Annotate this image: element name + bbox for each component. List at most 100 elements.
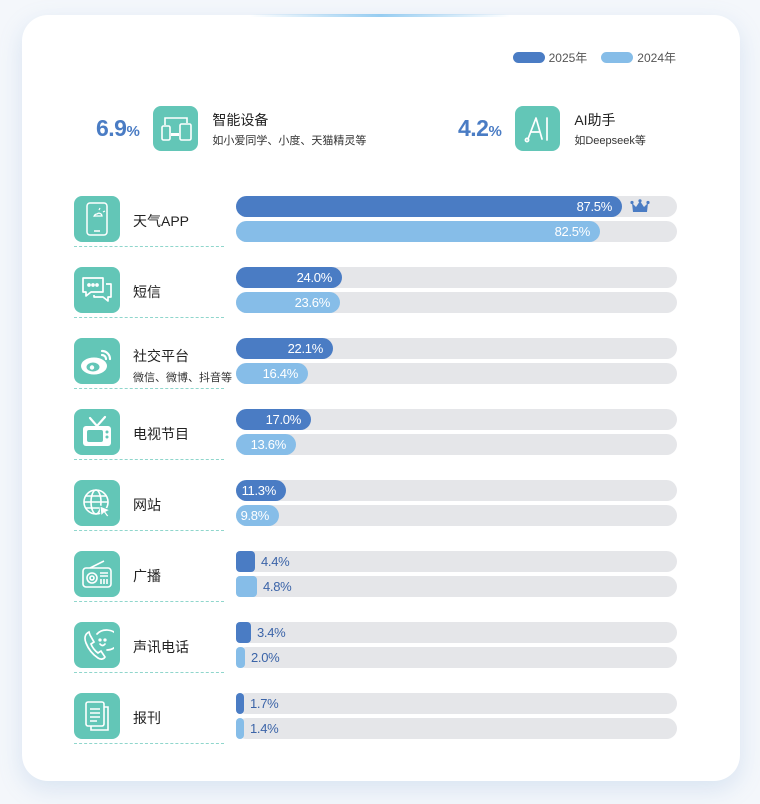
bar-value-label: 82.5% bbox=[554, 224, 591, 239]
bar-track-2025: 11.3% bbox=[236, 480, 677, 501]
bar-track-2025: 87.5% bbox=[236, 196, 677, 217]
dashed-divider bbox=[74, 317, 224, 318]
bar-value-label: 9.8% bbox=[240, 508, 270, 523]
bar-track-2024: 1.4% bbox=[236, 718, 677, 739]
bar-2024 bbox=[236, 576, 257, 597]
message-icon bbox=[74, 267, 120, 313]
legend-item-2025: 2025年 bbox=[512, 49, 588, 66]
bar-value-label: 2.0% bbox=[251, 650, 280, 665]
chart-row: 电视节目 17.0% 13.6% bbox=[0, 409, 760, 469]
legend-swatch-2025 bbox=[512, 52, 545, 63]
legend: 2025年 2024年 bbox=[512, 49, 676, 66]
bar-value-label: 17.0% bbox=[265, 412, 302, 427]
ai-icon bbox=[515, 106, 561, 151]
category-name: 网站 bbox=[133, 497, 161, 513]
bar-2025 bbox=[236, 196, 622, 217]
bar-track-2024: 4.8% bbox=[236, 576, 677, 597]
category-label: 广播 bbox=[133, 566, 161, 586]
dashed-divider bbox=[74, 459, 224, 460]
bar-2024 bbox=[236, 718, 244, 739]
chart-row: 社交平台微信、微博、抖音等 22.1% 16.4% bbox=[0, 338, 760, 398]
chart-row: 广播 4.4% 4.8% bbox=[0, 551, 760, 611]
bar-value-label: 13.6% bbox=[250, 437, 287, 452]
chart-row: 声讯电话 3.4% 2.0% bbox=[0, 622, 760, 682]
bar-2025 bbox=[236, 551, 255, 572]
bar-2025 bbox=[236, 267, 342, 288]
bar-2024 bbox=[236, 434, 296, 455]
chart-row: 短信 24.0% 23.6% bbox=[0, 267, 760, 327]
bar-2025 bbox=[236, 622, 251, 643]
stat-subtitle: 如Deepseek等 bbox=[574, 134, 646, 147]
bar-track-2025: 24.0% bbox=[236, 267, 677, 288]
globe-icon bbox=[74, 480, 120, 526]
phone-call-icon bbox=[74, 622, 120, 668]
category-name: 报刊 bbox=[133, 710, 161, 726]
legend-item-2024: 2024年 bbox=[601, 49, 676, 66]
category-label: 网站 bbox=[133, 495, 161, 515]
category-label: 声讯电话 bbox=[133, 637, 189, 657]
bar-track-2024: 82.5% bbox=[236, 221, 677, 242]
bar-track-2025: 4.4% bbox=[236, 551, 677, 572]
dashed-divider bbox=[74, 530, 224, 531]
bar-value-label: 23.6% bbox=[294, 295, 331, 310]
category-label: 短信 bbox=[133, 282, 161, 302]
tv-icon bbox=[74, 409, 120, 455]
radio-icon bbox=[74, 551, 120, 597]
stat-title: AI助手 bbox=[574, 111, 616, 128]
bar-value-label: 16.4% bbox=[262, 366, 299, 381]
dashed-divider bbox=[74, 601, 224, 602]
category-name: 社交平台 bbox=[133, 348, 189, 364]
category-label: 天气APP bbox=[133, 211, 189, 231]
bar-2024 bbox=[236, 292, 340, 313]
bar-track-2025: 3.4% bbox=[236, 622, 677, 643]
legend-label-2025: 2025年 bbox=[548, 51, 588, 65]
dashed-divider bbox=[74, 672, 224, 673]
stat-value: 4.2% bbox=[458, 115, 502, 141]
category-label: 社交平台微信、微博、抖音等 bbox=[133, 346, 232, 385]
legend-label-2024: 2024年 bbox=[637, 51, 676, 65]
chart-row: 网站 11.3% 9.8% bbox=[0, 480, 760, 540]
smart-devices-icon bbox=[153, 106, 199, 151]
category-name: 短信 bbox=[133, 284, 161, 300]
bar-2025 bbox=[236, 480, 286, 501]
bar-2025 bbox=[236, 338, 333, 359]
stat-title: 智能设备 bbox=[212, 111, 269, 128]
bar-track-2024: 16.4% bbox=[236, 363, 677, 384]
dashed-divider bbox=[74, 388, 224, 389]
category-name: 电视节目 bbox=[133, 426, 189, 442]
bar-2024 bbox=[236, 647, 245, 668]
bar-value-label: 3.4% bbox=[257, 625, 286, 640]
bar-2024 bbox=[236, 363, 308, 384]
category-name: 广播 bbox=[133, 568, 161, 584]
bar-track-2024: 9.8% bbox=[236, 505, 677, 526]
bar-value-label: 11.3% bbox=[241, 483, 277, 498]
category-subtitle: 微信、微博、抖音等 bbox=[133, 372, 232, 384]
dashed-divider bbox=[74, 743, 224, 744]
bar-value-label: 1.4% bbox=[250, 721, 279, 736]
legend-swatch-2024 bbox=[601, 52, 634, 63]
bar-value-label: 4.4% bbox=[261, 554, 290, 569]
bar-2025 bbox=[236, 409, 311, 430]
bar-value-label: 1.7% bbox=[250, 696, 279, 711]
bar-2024 bbox=[236, 221, 600, 242]
top-glow-decoration bbox=[250, 14, 510, 17]
stat-smart-devices: 6.9% 智能设备 如小爱同学、小度、天猫精灵等 bbox=[96, 106, 366, 151]
bar-2024 bbox=[236, 505, 279, 526]
stat-value: 6.9% bbox=[96, 115, 140, 141]
category-label: 报刊 bbox=[133, 708, 161, 728]
bar-track-2025: 1.7% bbox=[236, 693, 677, 714]
bar-value-label: 87.5% bbox=[576, 199, 613, 214]
bar-track-2024: 23.6% bbox=[236, 292, 677, 313]
stat-ai-assistant: 4.2% AI助手 如Deepseek等 bbox=[458, 106, 646, 151]
bar-track-2024: 2.0% bbox=[236, 647, 677, 668]
bar-value-label: 22.1% bbox=[287, 341, 324, 356]
bar-track-2025: 22.1% bbox=[236, 338, 677, 359]
dashed-divider bbox=[74, 246, 224, 247]
crown-icon bbox=[630, 199, 650, 219]
bar-2025 bbox=[236, 693, 244, 714]
newspaper-icon bbox=[74, 693, 120, 739]
category-name: 天气APP bbox=[133, 213, 190, 229]
category-name: 声讯电话 bbox=[133, 639, 189, 655]
weibo-icon bbox=[74, 338, 120, 384]
weather-phone-icon bbox=[74, 196, 120, 242]
